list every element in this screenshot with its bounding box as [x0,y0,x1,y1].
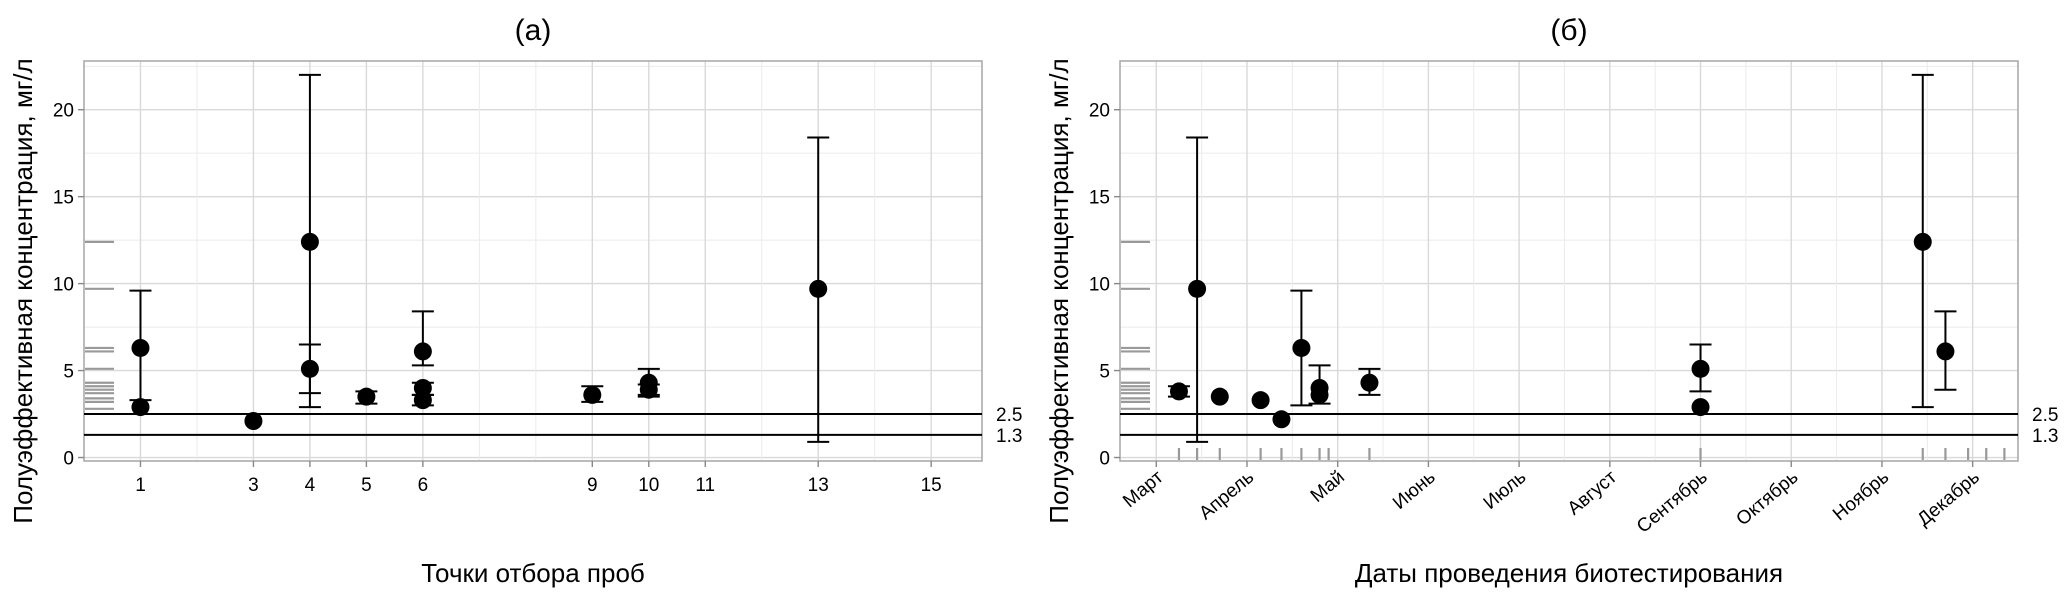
data-point [809,279,828,298]
threshold-label: 1.3 [2032,426,2058,447]
data-point [131,338,150,357]
x-tick-label: 4 [305,475,316,496]
panel-border [1119,60,2019,462]
data-point [1913,232,1932,251]
y-tick-label: 15 [1089,188,1110,209]
y-axis-label: Полуэффективная концентрация, мг/л [8,58,38,523]
y-tick-label: 0 [63,449,74,470]
data-point [1360,373,1379,392]
x-tick-label: 10 [638,475,659,496]
data-point [1936,342,1955,361]
x-tick-label: 9 [587,475,598,496]
data-point [244,412,263,430]
y-tick-label: 0 [1099,449,1110,470]
data-point [413,391,432,410]
data-point [1310,385,1329,404]
data-point [1169,382,1188,401]
data-point [1292,338,1311,357]
chart-title: (а) [515,14,552,47]
y-tick-label: 10 [53,275,74,296]
y-tick-label: 20 [1089,101,1110,122]
y-axis-label: Полуэффективная концентрация, мг/л [1044,58,1074,523]
chart-panel-0 [78,60,983,467]
data-point [1691,359,1710,378]
data-point [1210,387,1229,406]
x-tick-label: Март [1119,467,1168,512]
data-point [131,398,150,417]
x-axis-label: Даты проведения биотестирования [1355,558,1783,588]
x-tick-label: 15 [921,475,942,496]
x-tick-label: Май [1307,467,1349,507]
y-tick-label: 20 [53,101,74,122]
x-tick-label: 6 [418,475,429,496]
x-tick-label: 1 [135,475,146,496]
data-point [413,342,432,361]
x-tick-label: 5 [361,475,372,496]
data-point [300,232,319,251]
data-point [639,380,658,399]
y-tick-label: 5 [63,362,74,383]
threshold-label: 2.5 [996,405,1022,426]
x-tick-label: Декабрь [1914,467,1984,531]
data-point [1691,398,1710,417]
data-point [1272,410,1291,429]
y-tick-label: 10 [1089,275,1110,296]
data-point [357,387,376,406]
x-tick-label: Июль [1480,467,1531,514]
x-tick-label: Ноябрь [1829,467,1893,526]
x-axis-label: Точки отбора проб [421,558,645,588]
chart-title: (б) [1550,14,1587,47]
data-point [1188,279,1207,298]
x-tick-label: 13 [808,475,829,496]
threshold-label: 2.5 [2032,405,2058,426]
x-tick-label: Апрель [1195,467,1258,525]
chart-panel-1 [1114,60,2019,467]
x-tick-label: 11 [695,475,715,496]
data-point [1251,391,1270,410]
x-tick-label: Август [1564,467,1622,520]
x-tick-label: Октябрь [1733,467,1803,530]
threshold-label: 1.3 [996,426,1022,447]
y-tick-label: 15 [53,188,74,209]
x-tick-label: 3 [248,475,259,496]
y-tick-label: 5 [1099,362,1110,383]
data-point [583,385,602,404]
x-tick-label: Сентябрь [1633,467,1712,538]
x-tick-label: Июнь [1389,467,1440,514]
panel-border [83,60,983,462]
data-point [300,359,319,378]
